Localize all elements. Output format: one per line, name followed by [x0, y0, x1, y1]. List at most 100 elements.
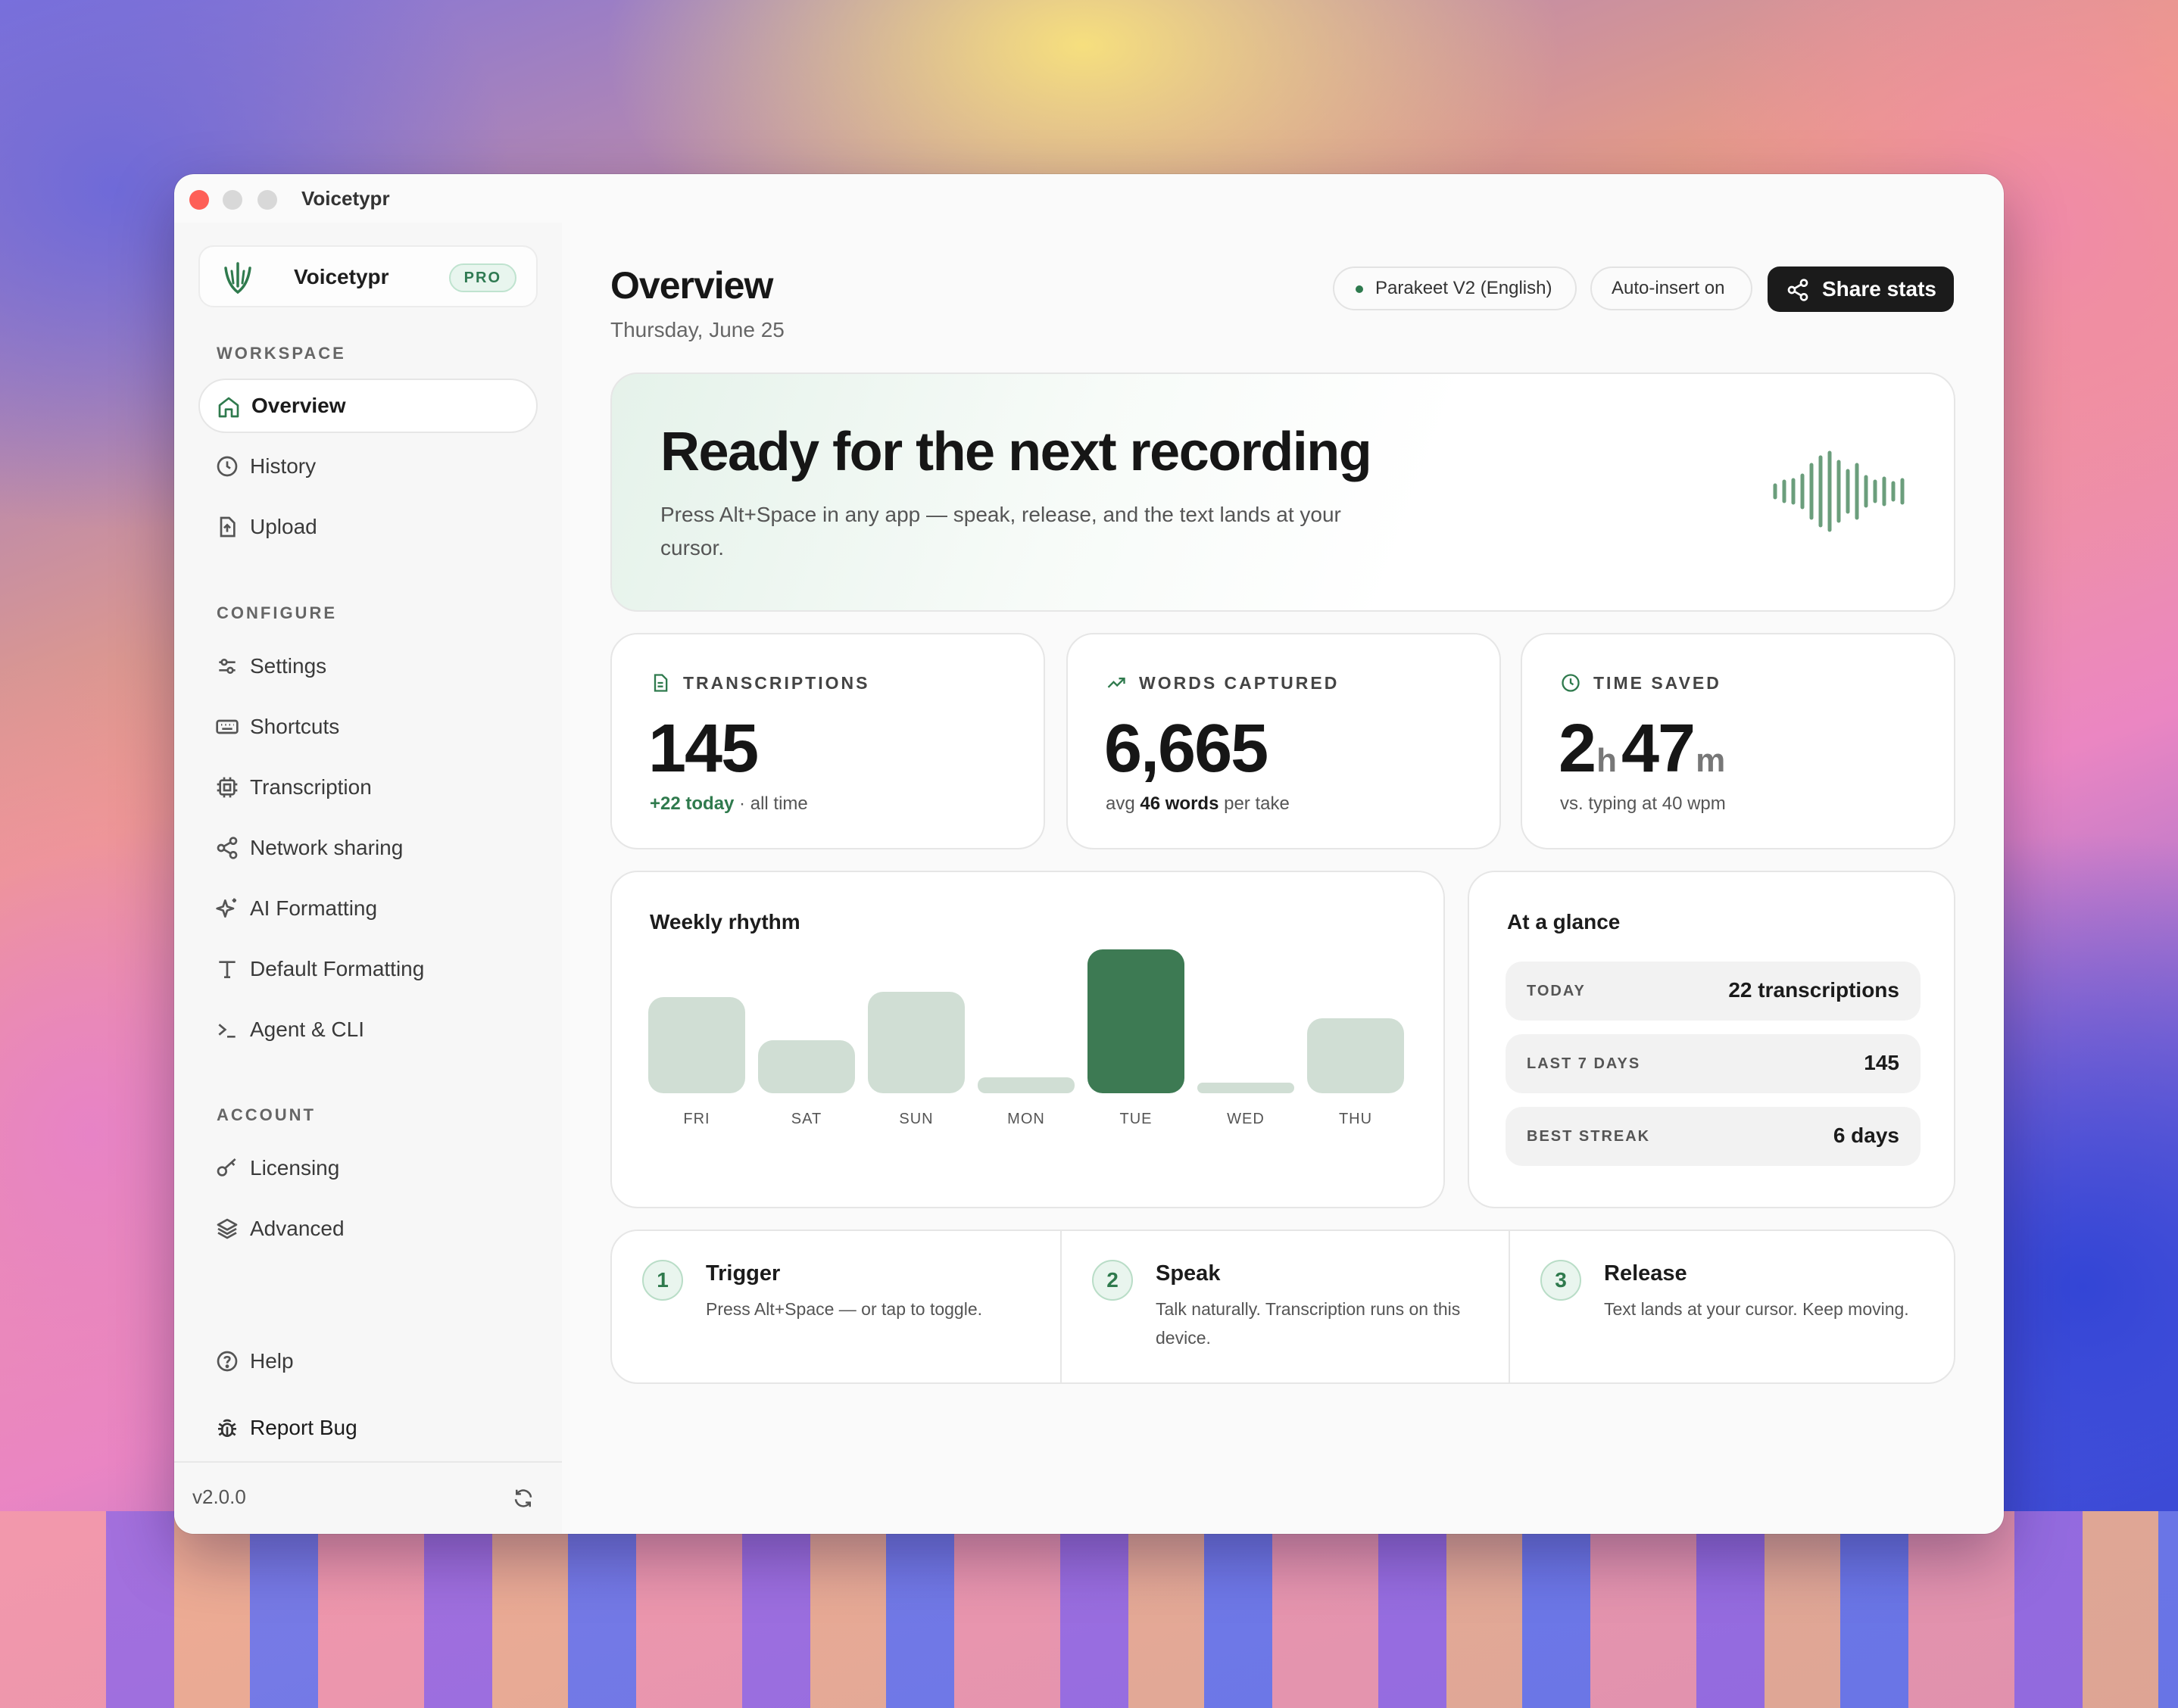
sidebar-item-label: Report Bug: [250, 1416, 357, 1439]
sidebar-item-label: Network sharing: [250, 836, 404, 859]
help-circle-icon: [217, 1351, 238, 1372]
page-date: Thursday, June 25: [610, 318, 785, 341]
today-delta: +22 today: [650, 793, 735, 814]
stat-label: WORDS CAPTURED: [1139, 672, 1340, 693]
step-number: 3: [1540, 1260, 1581, 1301]
section-label-configure: CONFIGURE: [217, 603, 337, 622]
glance-row-last-7-days: LAST 7 DAYS 145: [1506, 1034, 1921, 1093]
glance-key: LAST 7 DAYS: [1527, 1055, 1641, 1072]
how-it-works-steps: 1 Trigger Press Alt+Space — or tap to to…: [610, 1230, 1955, 1384]
main-content: Overview Thursday, June 25 Parakeet V2 (…: [562, 223, 2004, 1534]
sidebar-item-label: Overview: [251, 394, 346, 417]
sidebar-item-report-bug[interactable]: Report Bug: [198, 1401, 538, 1455]
sidebar-item-overview[interactable]: Overview: [198, 379, 538, 433]
step-title: Release: [1604, 1261, 1687, 1286]
sidebar-item-help[interactable]: Help: [198, 1334, 538, 1389]
stat-footnote-suffix: · all time: [734, 793, 808, 814]
share-icon: [1787, 279, 1808, 301]
sidebar-item-transcription[interactable]: Transcription: [198, 760, 538, 815]
minimize-window-button[interactable]: [223, 190, 242, 210]
stat-value: 2h47m: [1559, 710, 1730, 788]
weekly-bar-wed: [1197, 1083, 1294, 1093]
cpu-icon: [217, 777, 238, 798]
home-icon: [218, 397, 239, 418]
sidebar-item-label: Settings: [250, 654, 327, 678]
glance-row-today: TODAY 22 transcriptions: [1506, 962, 1921, 1021]
share-stats-label: Share stats: [1822, 277, 1936, 301]
layers-icon: [217, 1218, 238, 1239]
weekly-bar-sun: [868, 992, 965, 1093]
stat-footnote: vs. typing at 40 wpm: [1560, 793, 1726, 814]
hero-subtitle: Press Alt+Space in any app — speak, rele…: [660, 503, 1341, 559]
brand-name: Voicetypr: [294, 265, 389, 288]
glance-value: 6 days: [1833, 1124, 1899, 1147]
step-description: Press Alt+Space — or tap to toggle.: [706, 1299, 983, 1319]
status-dot-icon: [1356, 285, 1363, 293]
step-description: Talk naturally. Transcription runs on th…: [1156, 1299, 1461, 1348]
stat-footnote-prefix: avg: [1106, 793, 1140, 814]
trending-up-icon: [1107, 678, 1125, 688]
step-title: Trigger: [706, 1261, 781, 1286]
title-bar[interactable]: Voicetypr: [174, 174, 2004, 223]
key-icon: [217, 1158, 236, 1177]
section-label-account: ACCOUNT: [217, 1105, 316, 1124]
share-icon: [217, 837, 238, 859]
weekly-bar-label: MON: [1007, 1111, 1045, 1127]
sidebar-item-licensing[interactable]: Licensing: [198, 1141, 538, 1195]
sidebar-footer: v2.0.0: [174, 1461, 562, 1534]
model-chip[interactable]: Parakeet V2 (English): [1333, 266, 1577, 310]
weekly-bar-sat: [758, 1040, 855, 1093]
type-icon: [219, 961, 236, 978]
card-title: At a glance: [1507, 910, 1621, 933]
voicetypr-logo-icon: [224, 262, 251, 295]
step-number: 2: [1092, 1260, 1133, 1301]
hours-unit: h: [1596, 742, 1617, 779]
app-window: Voicetypr Voicetypr PRO WORKSPACE Overvi…: [174, 174, 2004, 1534]
sidebar-item-label: Help: [250, 1349, 294, 1373]
weekly-bar-tue: [1087, 949, 1184, 1093]
refresh-icon[interactable]: [512, 1487, 535, 1510]
glance-value: 22 transcriptions: [1728, 978, 1899, 1002]
waveform-icon: [1773, 450, 1905, 532]
sidebar-item-history[interactable]: History: [198, 439, 538, 494]
sidebar-item-label: AI Formatting: [250, 896, 378, 920]
hours-value: 2: [1559, 711, 1596, 787]
hero-title: Ready for the next recording: [660, 422, 1372, 482]
step-speak: 2 Speak Talk naturally. Transcription ru…: [1060, 1231, 1509, 1382]
stat-card-time-saved: TIME SAVED 2h47m vs. typing at 40 wpm: [1521, 633, 1955, 849]
sidebar-item-label: Agent & CLI: [250, 1018, 364, 1041]
step-title: Speak: [1156, 1261, 1221, 1286]
step-number: 1: [642, 1260, 683, 1301]
sidebar-item-network-sharing[interactable]: Network sharing: [198, 821, 538, 875]
auto-insert-label: Auto-insert on: [1612, 278, 1725, 298]
sidebar-item-ai-formatting[interactable]: AI Formatting: [198, 881, 538, 936]
weekly-bar-fri: [648, 997, 745, 1093]
terminal-icon: [218, 1024, 236, 1038]
stat-card-transcriptions: TRANSCRIPTIONS 145 +22 today · all time: [610, 633, 1045, 849]
sidebar-item-agent-cli[interactable]: Agent & CLI: [198, 1002, 538, 1057]
stat-footnote-suffix: per take: [1218, 793, 1290, 814]
sidebar-item-upload[interactable]: Upload: [198, 500, 538, 554]
close-window-button[interactable]: [189, 190, 209, 210]
sidebar-item-shortcuts[interactable]: Shortcuts: [198, 700, 538, 754]
hero-card: Ready for the next recording Press Alt+S…: [610, 372, 1955, 612]
stat-label: TIME SAVED: [1593, 672, 1721, 693]
share-stats-button[interactable]: Share stats: [1768, 266, 1954, 312]
window-title: Voicetypr: [301, 187, 390, 210]
sidebar-item-settings[interactable]: Settings: [198, 639, 538, 693]
glance-row-best-streak: BEST STREAK 6 days: [1506, 1107, 1921, 1166]
clock-icon: [1562, 674, 1580, 692]
page-title: Overview: [610, 264, 773, 307]
sidebar: Voicetypr PRO WORKSPACE Overview History…: [174, 223, 562, 1534]
weekly-bar-chart: FRI SAT SUN MON TUE WED THU: [648, 949, 1413, 1163]
sidebar-item-default-formatting[interactable]: Default Formatting: [198, 942, 538, 996]
weekly-bar-label: TUE: [1119, 1111, 1153, 1127]
version-label: v2.0.0: [192, 1485, 246, 1508]
maximize-window-button[interactable]: [257, 190, 277, 210]
weekly-bar-thu: [1307, 1018, 1404, 1093]
sidebar-item-label: History: [250, 454, 317, 478]
sparkles-icon: [216, 898, 236, 918]
weekly-bar-label: SUN: [899, 1111, 934, 1127]
auto-insert-chip[interactable]: Auto-insert on: [1590, 266, 1752, 310]
sidebar-item-advanced[interactable]: Advanced: [198, 1202, 538, 1256]
